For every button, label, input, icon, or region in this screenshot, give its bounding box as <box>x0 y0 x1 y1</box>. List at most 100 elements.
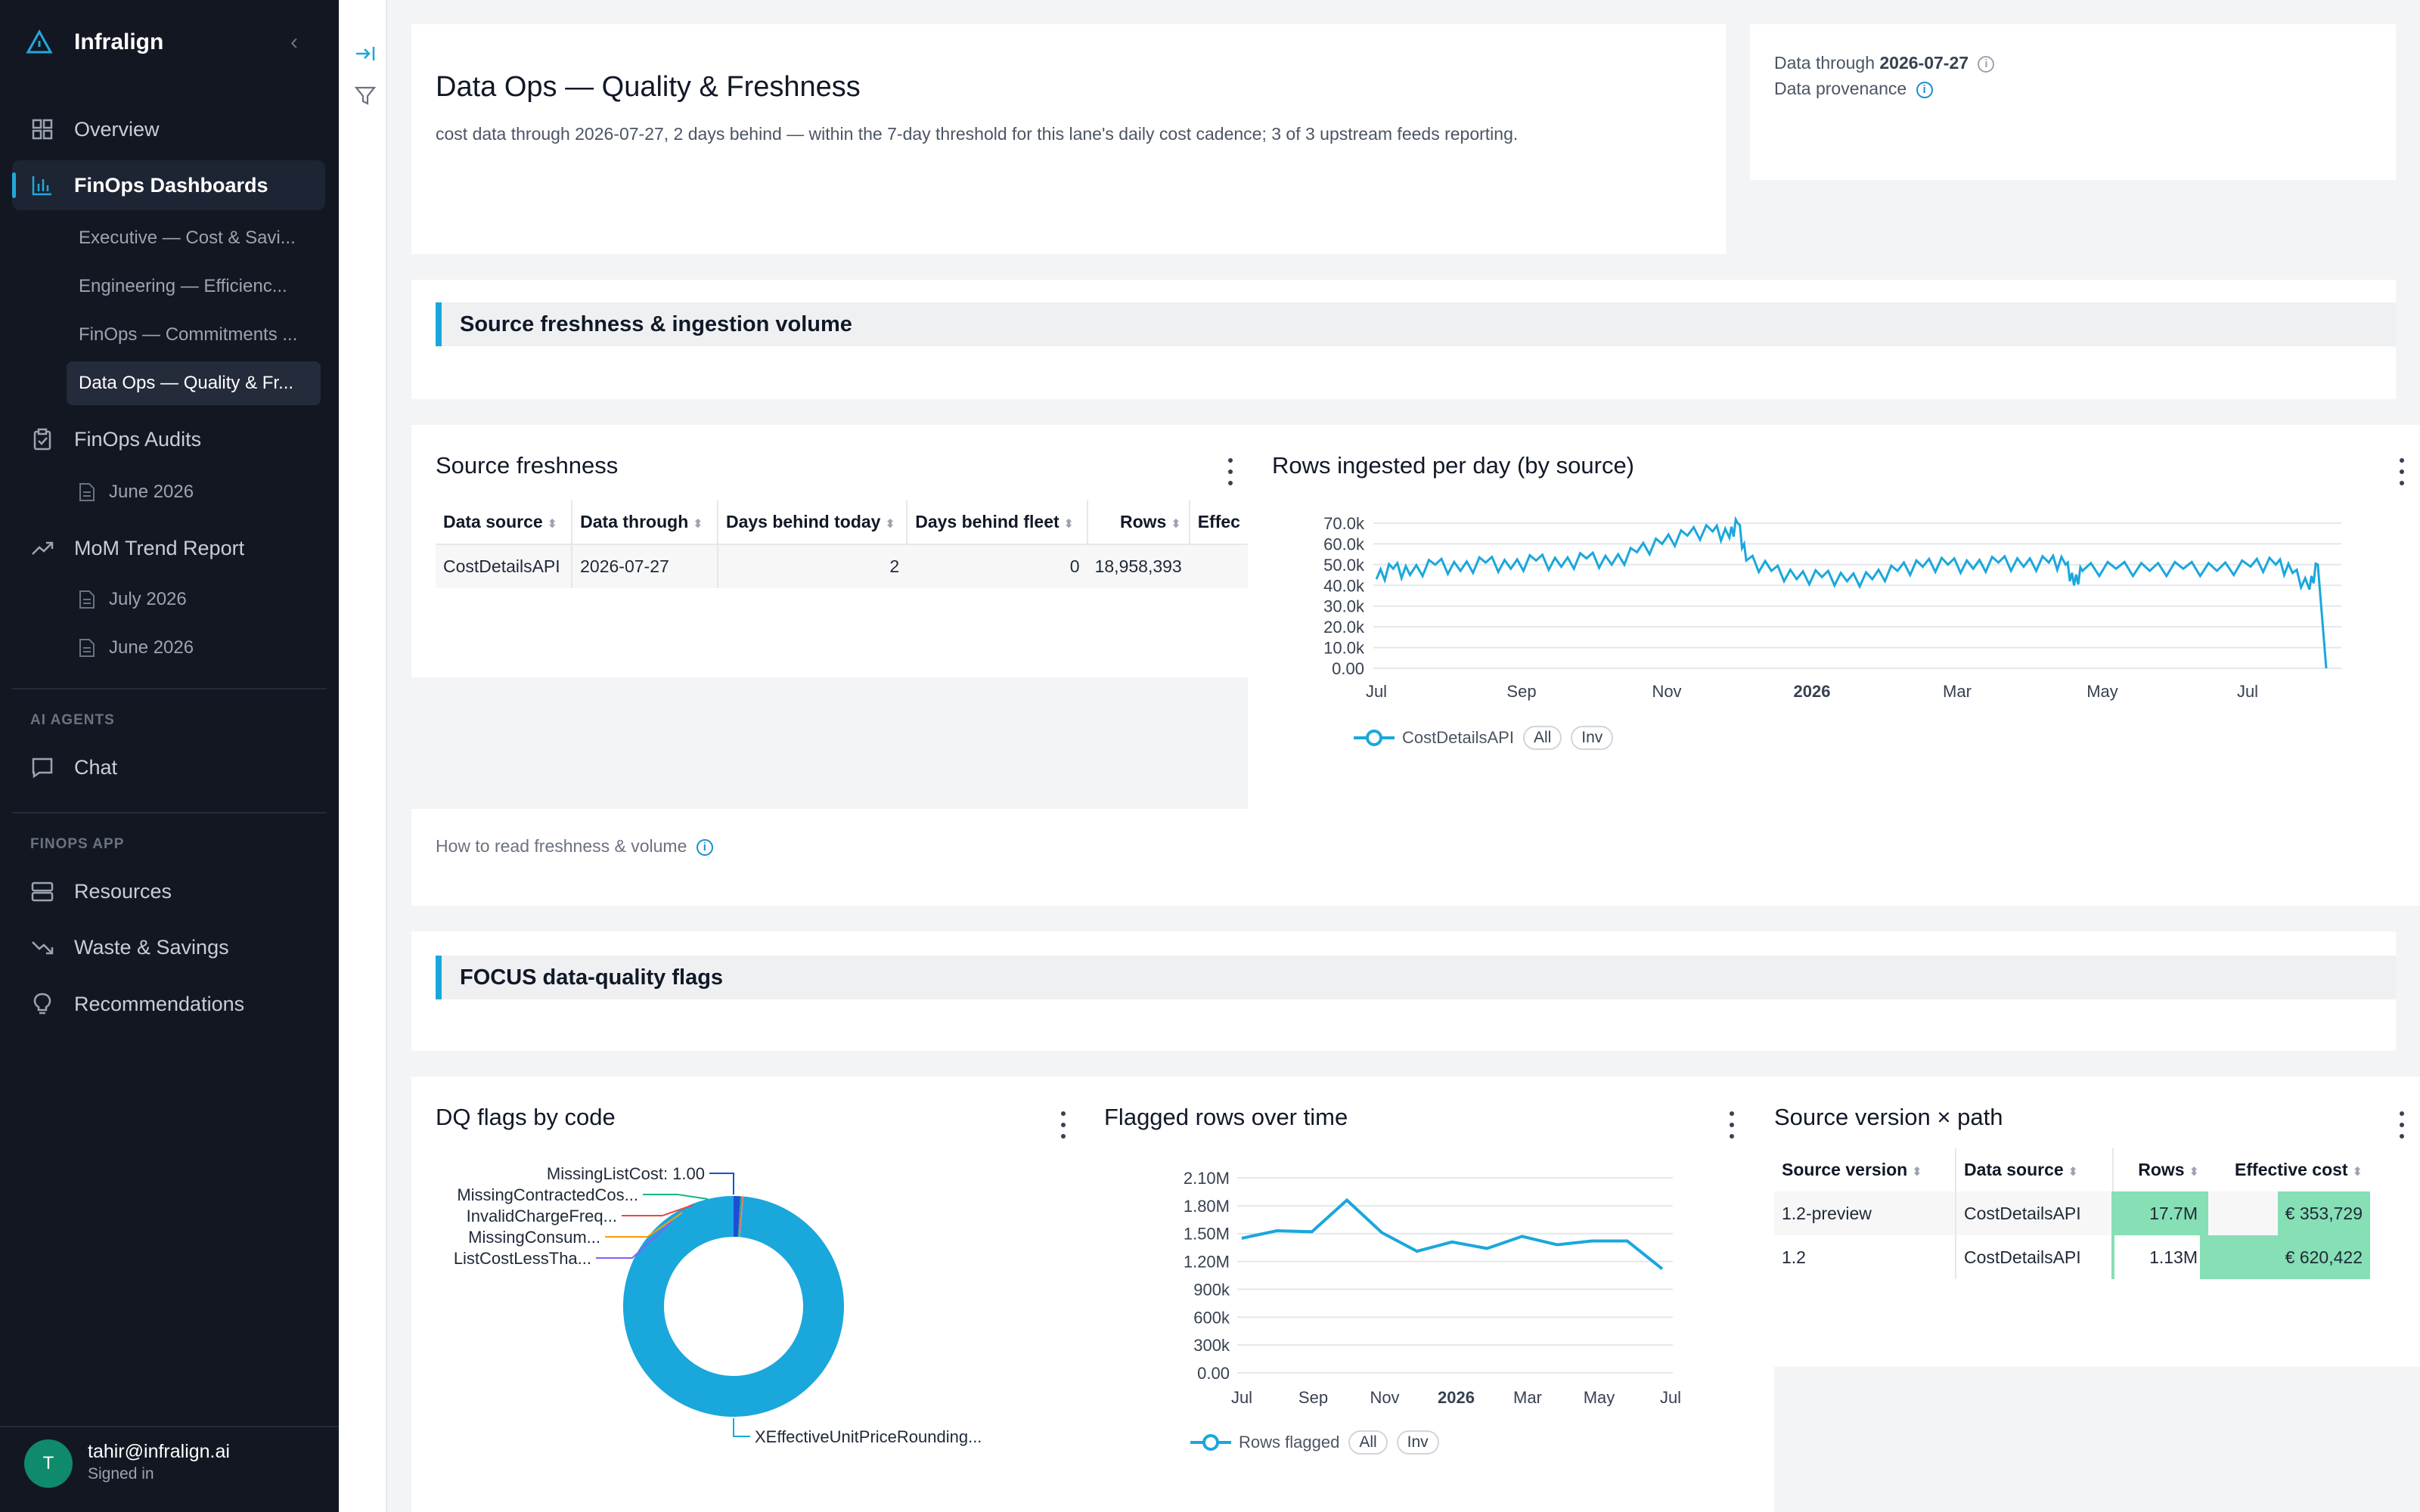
more-options-icon[interactable] <box>1226 458 1235 485</box>
y-tick-label: 40.0k <box>1323 576 1365 595</box>
more-options-icon[interactable] <box>2397 1111 2406 1139</box>
table-cell: 0 <box>1069 556 1080 576</box>
column-header[interactable]: Effective cost ⬍ <box>2235 1159 2363 1179</box>
x-tick-label: Jul <box>1660 1388 1681 1406</box>
table-cell: 2 <box>889 556 900 576</box>
version-table: Source version ⬍ Data source ⬍ Rows ⬍ Effec… <box>1774 1148 2370 1279</box>
legend-invert-button[interactable]: Inv <box>1396 1430 1439 1455</box>
dashboard-executive[interactable]: Executive — Cost & Savi... <box>67 216 321 260</box>
collapse-sidebar-icon[interactable]: ‹ <box>290 29 298 54</box>
freshness-table-wrap[interactable]: Data source ⬍ Data through ⬍ Days behind t… <box>436 500 1248 588</box>
column-header[interactable]: Effec <box>1190 500 1248 544</box>
column-header[interactable]: Days behind today ⬍ <box>717 500 908 544</box>
page-title: Data Ops — Quality & Freshness <box>436 71 861 103</box>
user-box[interactable] <box>0 1426 339 1512</box>
column-header[interactable]: Data source ⬍ <box>436 500 573 544</box>
grid-icon <box>32 119 53 140</box>
brand[interactable]: Infralign <box>26 26 163 59</box>
nav-finops-audits[interactable]: FinOps Audits <box>12 414 325 464</box>
table-cell <box>1190 544 1248 588</box>
section-dq: FOCUS data-quality flags <box>436 956 2396 999</box>
report-july-2026-label: July 2026 <box>109 589 187 609</box>
nav-waste-savings-label: Waste & Savings <box>74 935 229 959</box>
y-tick-label: 2.10M <box>1184 1169 1230 1188</box>
dq-flags-donut-chart[interactable]: MissingListCost: 1.00 MissingContractedCo… <box>436 1149 1056 1467</box>
table-cell: 2026-07-27 <box>572 544 718 588</box>
table-cell: CostDetailsAPI <box>436 544 573 588</box>
bar-chart-icon <box>32 176 51 196</box>
lightbulb-icon <box>33 993 51 1015</box>
table-cell: € 353,729 <box>2205 1191 2370 1235</box>
divider <box>12 688 327 689</box>
y-tick-label: 1.20M <box>1184 1253 1230 1272</box>
info-icon[interactable]: i <box>1916 81 1933 98</box>
column-header[interactable]: Data source ⬍ <box>1956 1148 2114 1191</box>
column-label: Data through <box>580 512 689 531</box>
document-icon <box>79 639 95 657</box>
nav-chat[interactable]: Chat <box>12 742 325 792</box>
table-row[interactable]: 1.2 CostDetailsAPI 1.13M € 620,422 <box>1774 1235 2370 1279</box>
table-cell: CostDetailsAPI <box>1956 1235 2114 1279</box>
column-label: Source version <box>1782 1159 1908 1179</box>
legend-all-button[interactable]: All <box>1348 1430 1388 1455</box>
nav-finops-dashboards[interactable]: FinOps Dashboards <box>12 160 325 210</box>
leader-line <box>622 1204 693 1216</box>
dashboard-data-ops[interactable]: Data Ops — Quality & Fr... <box>67 361 321 405</box>
flagged-rows-chart[interactable]: 0.00 300k 600k 900k 1.20M 1.50M 1.80M 2.10M Jul S… <box>1134 1157 1709 1406</box>
legend-label[interactable]: CostDetailsAPI <box>1402 728 1514 747</box>
nav-recommendations[interactable]: Recommendations <box>12 979 325 1029</box>
more-options-icon[interactable] <box>1727 1111 1736 1139</box>
y-tick-label: 600k <box>1193 1308 1230 1327</box>
page-description: cost data through 2026-07-27, 2 days beh… <box>436 124 1519 144</box>
dashboard-commitments[interactable]: FinOps — Commitments ... <box>67 313 321 357</box>
nav-resources[interactable]: Resources <box>12 866 325 916</box>
info-icon[interactable]: i <box>696 838 713 856</box>
nav-overview[interactable]: Overview <box>12 104 325 154</box>
y-tick-label: 60.0k <box>1323 534 1365 553</box>
data-provenance[interactable]: Data provenance i <box>1774 79 1933 99</box>
avatar[interactable]: T <box>24 1439 73 1488</box>
user-status: Signed in <box>88 1465 154 1483</box>
report-july-2026[interactable]: July 2026 <box>79 581 187 618</box>
y-tick-label: 20.0k <box>1323 618 1365 637</box>
table-row[interactable]: 1.2-preview CostDetailsAPI 17.7M € 353,7… <box>1774 1191 2370 1235</box>
finops-app-title: FINOPS APP <box>30 836 125 852</box>
x-tick-label: Jul <box>2237 682 2258 701</box>
info-icon[interactable]: i <box>1978 55 1995 73</box>
table-cell: 1.2 <box>1774 1235 1956 1279</box>
column-header[interactable]: Data through ⬍ <box>572 500 718 544</box>
table-row[interactable]: CostDetailsAPI 2026-07-27 2 0 18,958,393 <box>436 544 1248 588</box>
report-june-2026[interactable]: June 2026 <box>79 629 194 667</box>
chat-icon <box>32 758 53 779</box>
table-cell: 18,958,393 <box>1094 556 1182 576</box>
column-header[interactable]: Days behind fleet ⬍ <box>907 500 1088 544</box>
more-options-icon[interactable] <box>1059 1111 1068 1139</box>
column-header[interactable]: Rows ⬍ <box>1087 500 1190 544</box>
version-table-wrap[interactable]: Source version ⬍ Data source ⬍ Rows ⬍ Effec… <box>1774 1148 2370 1279</box>
dashboard-engineering[interactable]: Engineering — Efficienc... <box>67 265 321 308</box>
table-cell: 1.13M <box>2111 1235 2207 1279</box>
column-label: Days behind today <box>725 512 881 531</box>
more-options-icon[interactable] <box>2397 458 2406 485</box>
slice-label: MissingConsum... <box>468 1228 600 1247</box>
expand-panel-icon[interactable] <box>354 42 377 65</box>
nav-mom-trend[interactable]: MoM Trend Report <box>12 523 325 573</box>
leader-line <box>643 1194 709 1200</box>
legend-invert-button[interactable]: Inv <box>1571 726 1614 750</box>
source-freshness-title: Source freshness <box>436 452 619 479</box>
report-june-2026-label: June 2026 <box>109 637 194 658</box>
x-tick-label: May <box>1584 1388 1615 1406</box>
slice-label: MissingListCost: 1.00 <box>547 1164 705 1183</box>
server-icon <box>31 881 54 902</box>
leader-line <box>709 1173 734 1194</box>
how-to-read-link[interactable]: How to read freshness & volume i <box>436 836 713 857</box>
leader-line <box>605 1212 683 1238</box>
legend-label[interactable]: Rows flagged <box>1239 1433 1340 1452</box>
filter-icon[interactable] <box>354 85 377 107</box>
nav-waste-savings[interactable]: Waste & Savings <box>12 922 325 972</box>
column-header[interactable]: Rows ⬍ <box>2138 1159 2199 1179</box>
audit-june-2026[interactable]: June 2026 <box>79 473 194 511</box>
column-header[interactable]: Source version ⬍ <box>1774 1148 1956 1191</box>
legend-all-button[interactable]: All <box>1522 726 1562 750</box>
